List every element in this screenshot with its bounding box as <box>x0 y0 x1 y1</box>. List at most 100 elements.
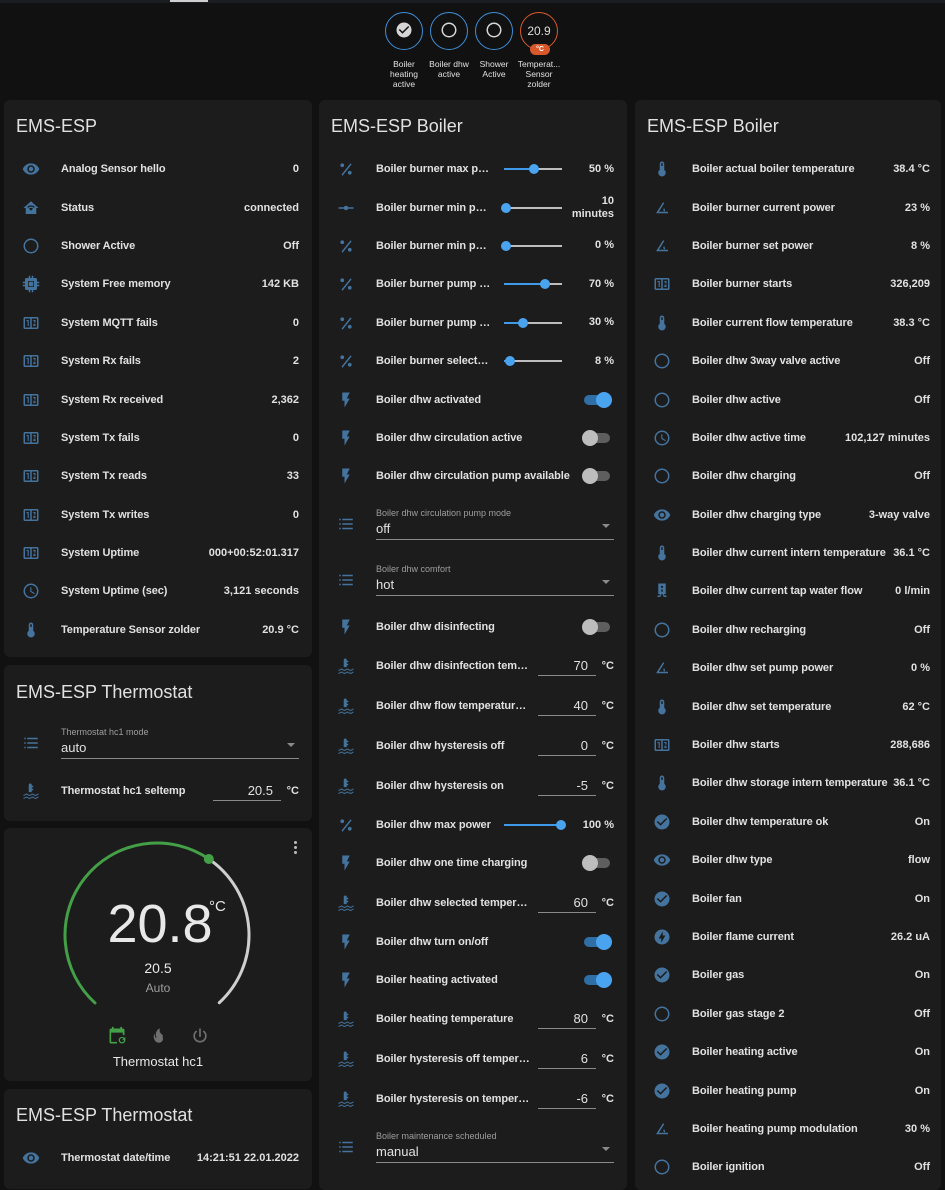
entity-row[interactable]: Boiler dhw set pump power 0 % <box>635 649 941 687</box>
slider-handle[interactable] <box>517 317 528 328</box>
entity-row[interactable]: Boiler heating active On <box>635 1033 941 1071</box>
entity-name[interactable]: Boiler dhw selected temperature <box>376 896 530 909</box>
thermostat-dial[interactable] <box>4 828 312 1081</box>
entity-row[interactable]: Boiler ignition Off <box>635 1148 941 1186</box>
entity-row[interactable]: Boiler heating pump On <box>635 1071 941 1109</box>
state-badge[interactable]: Shower Active <box>475 12 513 89</box>
slider-handle[interactable] <box>501 240 511 251</box>
entity-row[interactable]: System MQTT fails 0 <box>4 304 312 342</box>
entity-row[interactable]: Shower Active Off <box>4 227 312 265</box>
entity-slider[interactable] <box>501 200 564 216</box>
entity-name[interactable]: Thermostat hc1 seltemp <box>61 785 186 797</box>
entity-name[interactable]: Boiler dhw activated <box>376 393 481 406</box>
entity-name[interactable]: Boiler hysteresis off temperature <box>376 1053 530 1066</box>
entity-name[interactable]: Boiler heating activated <box>376 974 498 987</box>
number-input[interactable]: 70 <box>538 656 596 676</box>
entity-row[interactable]: Boiler fan On <box>635 879 941 917</box>
entity-slider[interactable] <box>502 315 564 331</box>
entity-row[interactable]: Boiler dhw active time 102,127 minutes <box>635 419 941 457</box>
entity-row[interactable]: Boiler dhw set temperature 62 °C <box>635 687 941 725</box>
entity-toggle[interactable] <box>582 972 612 989</box>
number-input[interactable]: 20.5 <box>213 781 281 801</box>
slider-handle[interactable] <box>539 279 550 290</box>
entity-row[interactable]: System Tx writes 0 <box>4 496 312 534</box>
entity-row[interactable]: Boiler flame current 26.2 uA <box>635 918 941 956</box>
entity-select[interactable]: Boiler dhw comfort hot <box>376 564 614 596</box>
number-input[interactable]: 0 <box>538 736 596 756</box>
entity-row[interactable]: Boiler current flow temperature 38.3 °C <box>635 304 941 342</box>
entity-toggle[interactable] <box>582 391 612 408</box>
entity-row[interactable]: Thermostat date/time 14:21:51 22.01.2022 <box>4 1139 312 1177</box>
power-icon[interactable] <box>190 1026 210 1046</box>
entity-row[interactable]: Boiler gas On <box>635 956 941 994</box>
entity-name[interactable]: Boiler hysteresis on temperature <box>376 1093 530 1106</box>
state-badge[interactable]: Boiler heating active <box>385 12 423 89</box>
entity-name[interactable]: Boiler heating temperature <box>376 1013 514 1026</box>
state-badge[interactable]: Boiler dhw active <box>429 12 469 89</box>
entity-slider[interactable] <box>502 353 564 369</box>
entity-toggle[interactable] <box>582 429 612 446</box>
entity-row[interactable]: Boiler dhw charging type 3-way valve <box>635 496 941 534</box>
entity-row[interactable]: Boiler dhw charging Off <box>635 457 941 495</box>
entity-row[interactable]: System Free memory 142 KB <box>4 265 312 303</box>
entity-row[interactable]: Boiler dhw current tap water flow 0 l/mi… <box>635 572 941 610</box>
entity-row[interactable]: Boiler dhw 3way valve active Off <box>635 342 941 380</box>
entity-toggle[interactable] <box>582 855 612 872</box>
number-input[interactable]: 40 <box>538 696 596 716</box>
entity-slider[interactable] <box>502 161 564 177</box>
setpoint-handle[interactable] <box>203 853 214 864</box>
entity-name[interactable]: Boiler burner selected max power <box>376 355 492 368</box>
number-input[interactable]: 6 <box>538 1049 596 1070</box>
slider-handle[interactable] <box>501 202 511 213</box>
entity-row[interactable]: Status connected <box>4 188 312 226</box>
entity-toggle[interactable] <box>582 933 612 950</box>
number-input[interactable]: -6 <box>538 1089 596 1110</box>
slider-handle[interactable] <box>528 164 539 175</box>
entity-name[interactable]: Boiler dhw one time charging <box>376 857 528 870</box>
entity-row[interactable]: Boiler dhw starts 288,686 <box>635 726 941 764</box>
entity-select[interactable]: Thermostat hc1 mode auto <box>61 727 299 759</box>
entity-row[interactable]: Boiler dhw storage intern temperature 36… <box>635 764 941 802</box>
entity-row[interactable]: System Uptime 000+00:52:01.317 <box>4 534 312 572</box>
entity-row[interactable]: Boiler dhw recharging Off <box>635 611 941 649</box>
number-input[interactable]: -5 <box>538 776 596 796</box>
entity-name[interactable]: Boiler burner min period <box>376 201 492 214</box>
entity-row[interactable]: Boiler dhw active Off <box>635 380 941 418</box>
entity-select[interactable]: Boiler dhw circulation pump mode off <box>376 508 614 540</box>
entity-row[interactable]: System Tx reads 33 <box>4 457 312 495</box>
entity-name[interactable]: Boiler dhw circulation active <box>376 431 523 444</box>
entity-slider[interactable] <box>502 817 566 833</box>
entity-slider[interactable] <box>502 276 564 292</box>
entity-select[interactable]: Boiler maintenance scheduled manual <box>376 1131 614 1164</box>
entity-row[interactable]: Boiler heating pump modulation 30 % <box>635 1110 941 1148</box>
entity-slider[interactable] <box>501 238 564 254</box>
number-input[interactable]: 60 <box>538 893 596 913</box>
number-input[interactable]: 80 <box>538 1009 596 1030</box>
entity-row[interactable]: Boiler dhw current intern temperature 36… <box>635 534 941 572</box>
entity-name[interactable]: Boiler dhw circulation pump available <box>376 470 570 483</box>
fire-icon[interactable] <box>148 1026 168 1046</box>
entity-row[interactable]: Boiler dhw type flow <box>635 841 941 879</box>
entity-toggle[interactable] <box>582 468 612 485</box>
entity-row[interactable]: Boiler actual boiler temperature 38.4 °C <box>635 150 941 188</box>
slider-handle[interactable] <box>505 356 516 367</box>
slider-handle[interactable] <box>556 820 566 831</box>
entity-name[interactable]: Boiler dhw max power <box>376 819 491 832</box>
entity-name[interactable]: Boiler burner min power <box>376 239 492 252</box>
entity-name[interactable]: Boiler burner pump max power <box>376 278 492 291</box>
entity-row[interactable]: Analog Sensor hello 0 <box>4 150 312 188</box>
entity-row[interactable]: Boiler burner set power 8 % <box>635 227 941 265</box>
entity-row[interactable]: System Rx received 2,362 <box>4 380 312 418</box>
entity-name[interactable]: Boiler burner max power <box>376 163 492 176</box>
entity-name[interactable]: Boiler dhw turn on/off <box>376 935 489 948</box>
entity-row[interactable]: System Rx fails 2 <box>4 342 312 380</box>
more-options-icon[interactable] <box>292 841 298 855</box>
calendar-sync-icon[interactable] <box>107 1026 127 1046</box>
entity-name[interactable]: Boiler dhw hysteresis off <box>376 739 505 752</box>
entity-row[interactable]: Boiler gas stage 2 Off <box>635 995 941 1033</box>
entity-row[interactable]: System Tx fails 0 <box>4 419 312 457</box>
entity-name[interactable]: Boiler dhw flow temperature offset <box>376 699 530 712</box>
entity-name[interactable]: Boiler dhw hysteresis on <box>376 779 504 792</box>
entity-row[interactable]: Boiler dhw temperature ok On <box>635 803 941 841</box>
entity-name[interactable]: Boiler burner pump min power <box>376 316 492 329</box>
